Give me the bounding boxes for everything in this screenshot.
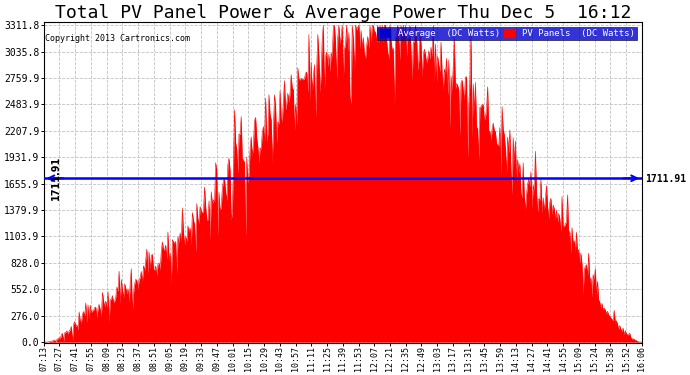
Legend: Average  (DC Watts), PV Panels  (DC Watts): Average (DC Watts), PV Panels (DC Watts) <box>377 27 638 40</box>
Text: 1711.91: 1711.91 <box>51 156 61 200</box>
Title: Total PV Panel Power & Average Power Thu Dec 5  16:12: Total PV Panel Power & Average Power Thu… <box>55 4 631 22</box>
Text: Copyright 2013 Cartronics.com: Copyright 2013 Cartronics.com <box>45 33 190 42</box>
